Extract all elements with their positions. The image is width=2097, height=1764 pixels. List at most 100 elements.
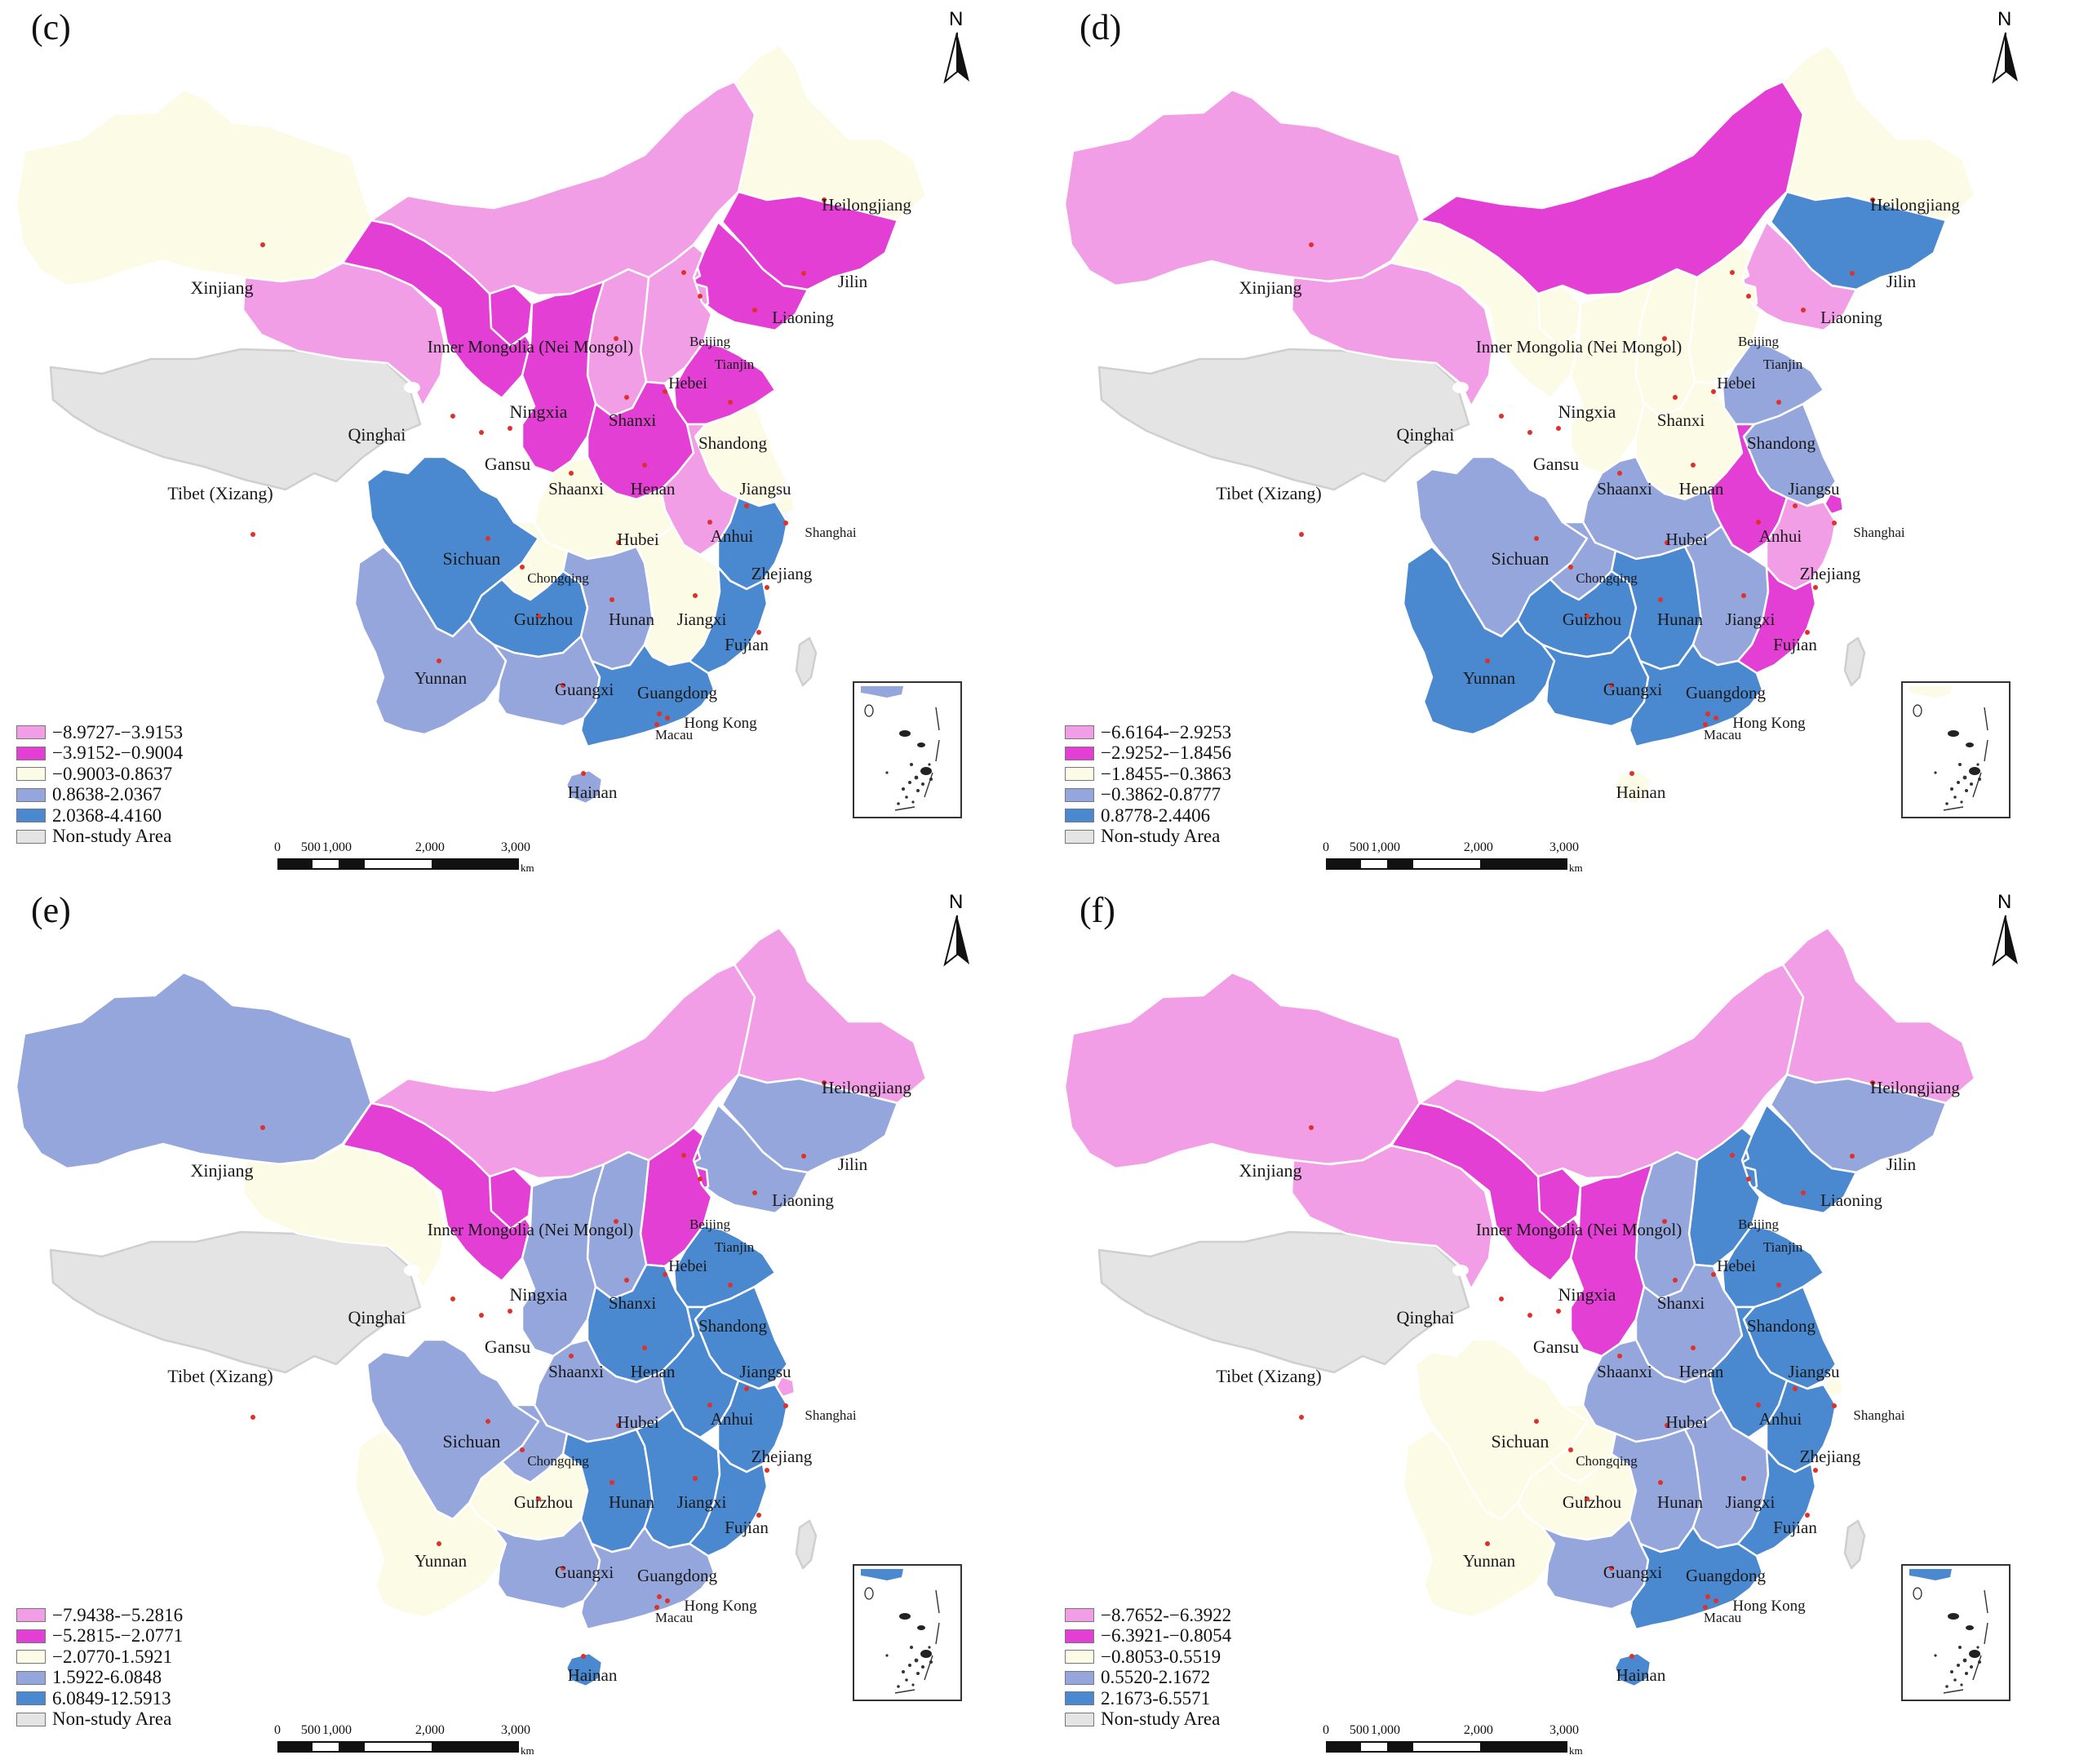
label-beijing: Beijing <box>1738 334 1780 349</box>
capital-dot-tianjin <box>698 1177 703 1181</box>
capital-dot-shanghai <box>1832 521 1837 525</box>
legend-item: 1.5922-6.0848 <box>16 1667 183 1689</box>
capital-dot-chongqing <box>520 1447 525 1452</box>
capital-dot-xinjiang <box>1309 1125 1314 1130</box>
capital-dot-anhui <box>707 1403 712 1407</box>
capital-dot-jiangxi <box>693 593 698 598</box>
region-taiwan <box>795 1519 818 1570</box>
label-fujian: Fujian <box>725 1518 769 1537</box>
capital-dot-sichuan <box>1534 1419 1539 1424</box>
label-macau: Macau <box>655 1610 694 1625</box>
capital-dot-guangdong <box>657 711 662 716</box>
scale-tick: 500 <box>300 1723 321 1737</box>
legend-swatch <box>16 1629 46 1643</box>
capital-dot-henan <box>642 1345 647 1350</box>
label-xinjiang: Xinjiang <box>1239 277 1302 298</box>
capital-dot-liaoning <box>1801 1190 1806 1195</box>
label-sichuan: Sichuan <box>443 1431 501 1452</box>
capital-dot-yunnan <box>1485 1541 1490 1546</box>
capital-dot-shaanxi <box>569 471 574 476</box>
capital-dot-gansu <box>479 1313 484 1318</box>
label-qinghai: Qinghai <box>348 424 406 445</box>
legend-item: −5.2815-−2.0771 <box>16 1625 183 1647</box>
label-macau: Macau <box>1704 1610 1742 1625</box>
capital-dot-tibet <box>1299 532 1304 537</box>
capital-dot-guizhou <box>536 614 541 618</box>
label-henan: Henan <box>1679 479 1724 499</box>
map-panel-4: Xinjiang Tibet (Xizang) Qinghai Gansu Ningxi… <box>1048 883 2097 1764</box>
capital-dot-shanghai <box>1832 1403 1837 1408</box>
legend-label: −2.9252-−1.8456 <box>1101 742 1232 764</box>
capital-dot-shanghai <box>783 521 788 525</box>
north-arrow-icon: N <box>937 8 978 90</box>
legend-label: 2.0368-4.4160 <box>52 804 162 826</box>
capital-dot-henan <box>642 463 647 468</box>
legend-label: 2.1673-6.5571 <box>1101 1687 1211 1709</box>
capital-dot-tibet <box>1299 1415 1304 1420</box>
scale-tick: 0 <box>274 840 281 854</box>
capital-dot-inner_mongolia <box>1662 1219 1667 1224</box>
capital-dot-ningxia <box>508 426 512 431</box>
label-macau: Macau <box>1704 727 1742 742</box>
capital-dot-hong_kong <box>1714 1598 1718 1603</box>
legend-swatch <box>16 1691 46 1706</box>
label-shandong: Shandong <box>698 433 768 453</box>
legend-swatch <box>16 809 46 823</box>
label-guangdong: Guangdong <box>1686 683 1766 702</box>
capital-dot-qinghai <box>450 414 455 419</box>
capital-dot-hebei <box>1711 389 1716 394</box>
capital-dot-beijing <box>1730 270 1735 275</box>
capital-dot-jiangxi <box>693 1476 698 1481</box>
capital-dot-yunnan <box>437 658 441 663</box>
capital-dot-zhejiang <box>765 1468 769 1473</box>
capital-dot-gansu <box>1527 430 1532 435</box>
label-tibet: Tibet (Xizang) <box>167 1366 273 1386</box>
capital-dot-henan <box>1691 463 1696 468</box>
capital-dot-hubei <box>616 1423 621 1428</box>
label-fujian: Fujian <box>725 635 769 654</box>
label-shandong: Shandong <box>1747 1316 1816 1336</box>
legend-item: 2.0368-4.4160 <box>16 805 183 827</box>
legend-swatch <box>16 787 46 802</box>
label-heilongjiang: Heilongjiang <box>1870 1078 1960 1097</box>
scale-tick: 1,000 <box>1371 1723 1400 1737</box>
inset-hainan <box>1909 1569 1952 1580</box>
label-zhejiang: Zhejiang <box>751 1447 813 1466</box>
legend-label: 0.8638-2.0367 <box>52 784 162 805</box>
legend: −7.9438-−5.2816 −5.2815-−2.0771 −2.0770-1.… <box>16 1605 183 1730</box>
legend: −8.9727-−3.9153 −3.9152-−0.9004 −0.9003-0.… <box>16 722 183 847</box>
scale-tick: 0 <box>1323 1723 1329 1737</box>
region-inner_mongolia <box>1418 80 1805 297</box>
region-shaanxi <box>1569 280 1654 475</box>
capital-dot-hainan <box>581 1654 586 1659</box>
legend-label: 0.5520-2.1672 <box>1101 1667 1211 1688</box>
legend-swatch <box>16 1608 46 1623</box>
label-beijing: Beijing <box>689 334 731 349</box>
label-qinghai: Qinghai <box>1397 1307 1455 1327</box>
label-fujian: Fujian <box>1773 1518 1817 1537</box>
label-chongqing: Chongqing <box>527 1453 589 1469</box>
north-arrow-icon: N <box>937 891 978 973</box>
label-shanxi: Shanxi <box>1657 410 1705 430</box>
legend-item: −0.8053-0.5519 <box>1065 1647 1231 1668</box>
capital-dot-heilongjiang <box>1870 1080 1875 1085</box>
capital-dot-fujian <box>1805 630 1810 635</box>
region-fujian <box>1736 1448 1817 1558</box>
label-henan: Henan <box>1679 1362 1724 1381</box>
capital-dot-inner_mongolia <box>1662 336 1667 341</box>
label-tibet: Tibet (Xizang) <box>167 483 273 503</box>
region-taiwan <box>795 636 818 687</box>
capital-dot-qinghai <box>450 1296 455 1301</box>
legend-label: −8.9727-−3.9153 <box>52 721 184 742</box>
inset-hainan <box>861 686 903 698</box>
label-guangdong: Guangdong <box>1686 1566 1766 1585</box>
legend-swatch <box>16 746 46 760</box>
capital-dot-shandong <box>1776 1283 1781 1288</box>
region-fujian <box>688 1448 769 1558</box>
label-anhui: Anhui <box>1759 1409 1802 1429</box>
capital-dot-jilin <box>1850 271 1855 276</box>
region-heilongjiang <box>733 43 928 222</box>
capital-dot-jilin <box>1850 1154 1855 1159</box>
capital-dot-liaoning <box>752 1190 757 1195</box>
capital-dot-macau <box>1703 1605 1708 1610</box>
